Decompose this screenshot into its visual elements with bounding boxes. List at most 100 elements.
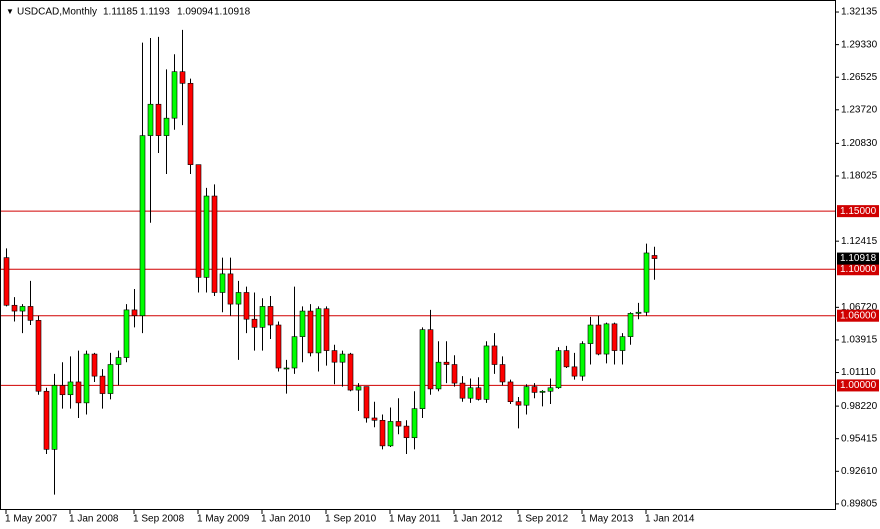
y-tick-label: 1.03915 [841,335,878,346]
candle-body [395,421,402,427]
level-tag [837,205,879,218]
y-tick-label: 0.89805 [841,499,878,510]
y-tick-label: 1.18025 [841,171,878,182]
level-tag [837,379,879,392]
x-tick-label: 1 Jan 2010 [261,514,311,525]
y-tick-label: 1.12415 [841,236,878,247]
candle-body [91,353,98,377]
candle-body [387,421,394,447]
candle-body [43,390,50,450]
candle-body [155,103,162,136]
candle-body [75,381,82,404]
x-tick-label: 1 Jan 2014 [645,514,695,525]
symbol-label: USDCAD,Monthly [17,7,97,18]
candle-body [27,306,34,321]
candle-body [171,71,178,119]
candle-body [643,252,650,313]
candle-body [275,324,282,369]
x-tick-label: 1 Sep 2012 [517,514,569,525]
x-tick-label: 1 May 2007 [5,514,58,525]
menu-arrow[interactable]: ▼ [6,7,14,16]
candle-body [531,386,538,393]
candle-body [195,164,202,278]
y-tick-label: 0.98220 [841,401,878,412]
candle-body [259,306,266,328]
candle-body [227,273,234,305]
candle-body [267,306,274,326]
candle-body [403,425,410,439]
candle-body [315,308,322,354]
candle-body [131,309,138,317]
candle-body [35,320,42,392]
candle-body [491,345,498,365]
ohlc-high: 1.1193 [140,7,170,18]
y-tick-label: 1.06720 [841,302,878,313]
candle-body [619,336,626,351]
candle-body [571,366,578,377]
candle-body [179,71,186,84]
y-tick-label: 1.20830 [841,138,878,149]
candle-body [251,318,258,328]
candle-body [499,364,506,383]
candle-body [579,343,586,377]
candle-body [291,336,298,369]
candle-body [379,419,386,447]
candle-body [539,390,546,393]
candle-body [635,311,642,314]
candle-body [603,323,610,355]
y-tick-label: 1.23720 [841,104,878,115]
candle-body [459,382,466,399]
candle-body [187,83,194,165]
plot-frame [0,0,836,510]
candle-body [307,310,314,354]
ohlc-open: 1.11185 [103,7,138,18]
candle-body [483,345,490,400]
candle-body [547,387,554,392]
y-tick-label: 0.92610 [841,466,878,477]
candle-body [3,257,10,306]
level-label: 1.00000 [840,380,877,391]
candle-body [595,324,602,355]
candle-body [467,387,474,399]
candle-body [563,350,570,368]
candle-body [371,417,378,421]
candle-body [411,408,418,439]
candle-body [523,386,530,406]
x-tick-label: 1 May 2011 [389,514,441,525]
y-tick-label: 1.01110 [841,367,876,378]
candle-body [51,385,58,450]
candle-body [475,387,482,400]
x-tick-label: 1 Jan 2008 [69,514,119,525]
candle-body [443,361,450,365]
current-price-tag [837,252,879,265]
candle-body [123,309,130,358]
candle-body [611,323,618,351]
level-label: 1.15000 [840,206,877,217]
ohlc-close: 1.10918 [214,7,251,18]
candle-body [299,310,306,337]
candle-body [363,386,370,419]
candle-body [19,306,26,312]
candle-body [59,385,66,396]
candle-body [323,308,330,351]
x-tick-label: 1 Sep 2010 [325,514,377,525]
candle-body [211,195,218,293]
candle-body [331,350,338,363]
candle-body [235,292,242,305]
candle-body [555,350,562,389]
candle-body [507,381,514,403]
candle-body [515,401,522,406]
x-tick-label: 1 Jan 2012 [453,514,503,525]
level-tag [837,309,879,322]
candle-body [243,292,250,320]
x-tick-label: 1 Sep 2008 [133,514,185,525]
candle-body [587,324,594,344]
y-tick-label: 1.32135 [841,7,878,18]
candle-body [419,329,426,409]
candle-body [115,357,122,365]
level-label: 1.10000 [840,264,877,275]
candle-body [99,375,106,394]
candle-body [163,117,170,136]
current-price-label: 1.10918 [840,253,877,264]
